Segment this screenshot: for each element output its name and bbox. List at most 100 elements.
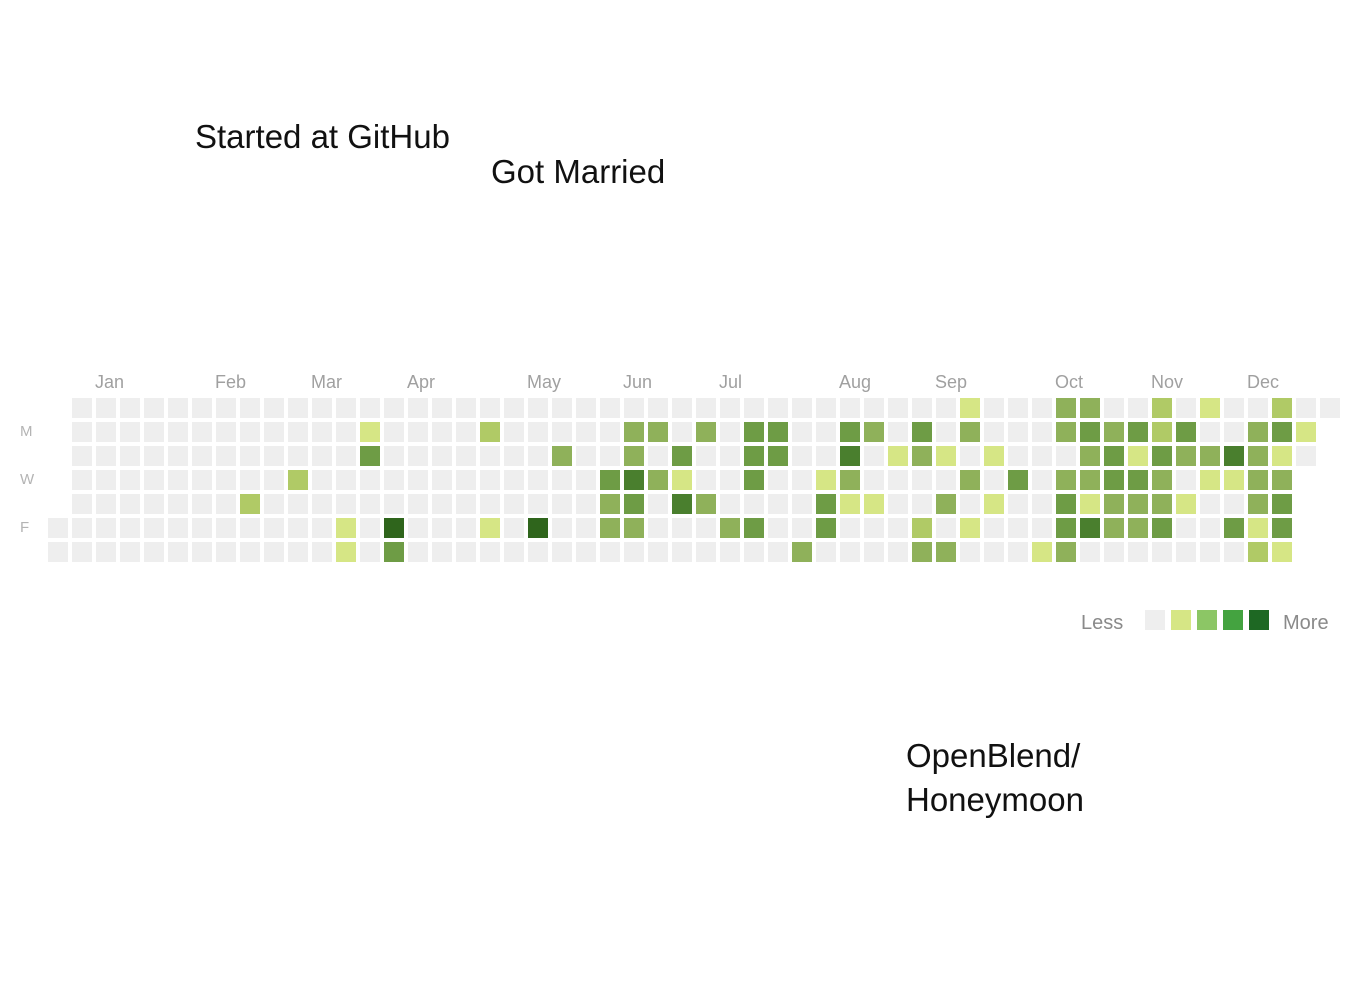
contribution-cell[interactable]: [120, 398, 140, 418]
contribution-cell[interactable]: [216, 446, 236, 466]
contribution-cell[interactable]: [552, 446, 572, 466]
contribution-cell[interactable]: [120, 542, 140, 562]
contribution-cell[interactable]: [864, 494, 884, 514]
contribution-cell[interactable]: [528, 494, 548, 514]
contribution-cell[interactable]: [72, 398, 92, 418]
contribution-cell[interactable]: [552, 518, 572, 538]
contribution-cell[interactable]: [1008, 470, 1028, 490]
contribution-cell[interactable]: [96, 446, 116, 466]
contribution-cell[interactable]: [600, 422, 620, 442]
contribution-cell[interactable]: [1128, 494, 1148, 514]
contribution-cell[interactable]: [864, 422, 884, 442]
contribution-cell[interactable]: [480, 494, 500, 514]
contribution-cell[interactable]: [1224, 518, 1244, 538]
contribution-cell[interactable]: [672, 398, 692, 418]
contribution-cell[interactable]: [408, 494, 428, 514]
contribution-cell[interactable]: [816, 446, 836, 466]
contribution-cell[interactable]: [936, 398, 956, 418]
contribution-cell[interactable]: [1056, 446, 1076, 466]
contribution-cell[interactable]: [720, 398, 740, 418]
contribution-cell[interactable]: [1248, 518, 1268, 538]
contribution-cell[interactable]: [960, 446, 980, 466]
contribution-cell[interactable]: [1032, 446, 1052, 466]
contribution-cell[interactable]: [336, 494, 356, 514]
contribution-cell[interactable]: [312, 422, 332, 442]
contribution-cell[interactable]: [1080, 422, 1100, 442]
contribution-cell[interactable]: [792, 542, 812, 562]
contribution-cell[interactable]: [1032, 422, 1052, 442]
contribution-cell[interactable]: [552, 494, 572, 514]
contribution-cell[interactable]: [1128, 518, 1148, 538]
contribution-cell[interactable]: [480, 542, 500, 562]
contribution-cell[interactable]: [336, 398, 356, 418]
contribution-cell[interactable]: [768, 398, 788, 418]
contribution-cell[interactable]: [864, 518, 884, 538]
contribution-cell[interactable]: [600, 470, 620, 490]
contribution-cell[interactable]: [984, 470, 1004, 490]
contribution-cell[interactable]: [312, 470, 332, 490]
contribution-cell[interactable]: [384, 518, 404, 538]
contribution-cell[interactable]: [1056, 470, 1076, 490]
contribution-cell[interactable]: [1152, 518, 1172, 538]
contribution-cell[interactable]: [120, 470, 140, 490]
contribution-cell[interactable]: [120, 422, 140, 442]
contribution-cell[interactable]: [288, 518, 308, 538]
contribution-cell[interactable]: [816, 542, 836, 562]
contribution-cell[interactable]: [144, 398, 164, 418]
contribution-cell[interactable]: [168, 422, 188, 442]
contribution-cell[interactable]: [984, 398, 1004, 418]
contribution-cell[interactable]: [912, 470, 932, 490]
contribution-cell[interactable]: [144, 422, 164, 442]
contribution-cell[interactable]: [432, 422, 452, 442]
contribution-cell[interactable]: [984, 422, 1004, 442]
contribution-cell[interactable]: [120, 446, 140, 466]
contribution-cell[interactable]: [1056, 494, 1076, 514]
contribution-cell[interactable]: [96, 542, 116, 562]
contribution-cell[interactable]: [1128, 422, 1148, 442]
contribution-cell[interactable]: [408, 398, 428, 418]
contribution-cell[interactable]: [840, 518, 860, 538]
contribution-cell[interactable]: [144, 446, 164, 466]
contribution-cell[interactable]: [648, 446, 668, 466]
contribution-cell[interactable]: [264, 542, 284, 562]
contribution-cell[interactable]: [1008, 542, 1028, 562]
contribution-cell[interactable]: [1320, 398, 1340, 418]
contribution-cell[interactable]: [1104, 542, 1124, 562]
contribution-cell[interactable]: [1128, 470, 1148, 490]
contribution-cell[interactable]: [216, 518, 236, 538]
contribution-cell[interactable]: [456, 494, 476, 514]
contribution-cell[interactable]: [1152, 422, 1172, 442]
contribution-cell[interactable]: [96, 422, 116, 442]
contribution-cell[interactable]: [576, 518, 596, 538]
contribution-cell[interactable]: [408, 470, 428, 490]
contribution-cell[interactable]: [120, 518, 140, 538]
contribution-cell[interactable]: [720, 446, 740, 466]
contribution-cell[interactable]: [408, 422, 428, 442]
contribution-cell[interactable]: [288, 470, 308, 490]
contribution-cell[interactable]: [1032, 494, 1052, 514]
contribution-cell[interactable]: [576, 470, 596, 490]
contribution-cell[interactable]: [384, 446, 404, 466]
contribution-cell[interactable]: [912, 446, 932, 466]
contribution-cell[interactable]: [1248, 398, 1268, 418]
contribution-cell[interactable]: [888, 446, 908, 466]
contribution-cell[interactable]: [1008, 398, 1028, 418]
contribution-cell[interactable]: [1104, 518, 1124, 538]
contribution-cell[interactable]: [72, 494, 92, 514]
contribution-cell[interactable]: [360, 422, 380, 442]
contribution-cell[interactable]: [360, 494, 380, 514]
contribution-cell[interactable]: [1176, 494, 1196, 514]
contribution-cell[interactable]: [240, 446, 260, 466]
contribution-cell[interactable]: [672, 446, 692, 466]
contribution-cell[interactable]: [768, 470, 788, 490]
contribution-cell[interactable]: [672, 518, 692, 538]
contribution-cell[interactable]: [384, 398, 404, 418]
contribution-cell[interactable]: [360, 542, 380, 562]
contribution-cell[interactable]: [1152, 470, 1172, 490]
contribution-cell[interactable]: [480, 518, 500, 538]
contribution-cell[interactable]: [1128, 446, 1148, 466]
contribution-cell[interactable]: [528, 422, 548, 442]
contribution-cell[interactable]: [240, 494, 260, 514]
contribution-cell[interactable]: [936, 494, 956, 514]
contribution-cell[interactable]: [1152, 446, 1172, 466]
